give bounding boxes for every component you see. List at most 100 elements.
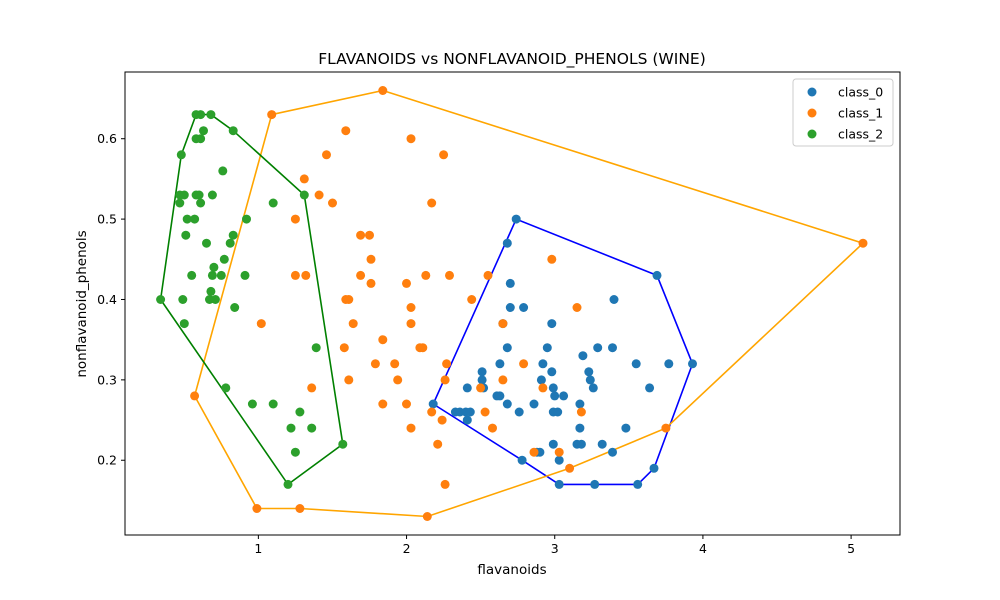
- class_1-point: [519, 359, 529, 369]
- class_0-point: [584, 367, 594, 377]
- class_1-point: [437, 415, 447, 425]
- class_2-point: [221, 383, 231, 393]
- class_0-point: [645, 383, 655, 393]
- class_2-point: [181, 230, 191, 240]
- x-axis: 1 2 3 4 5: [254, 535, 855, 556]
- class_0-point: [588, 383, 598, 393]
- class_2-point: [307, 423, 317, 433]
- class_2-point: [190, 214, 200, 224]
- class_2-point: [299, 190, 309, 200]
- class_0-point: [633, 479, 643, 489]
- class_2-point: [240, 270, 250, 280]
- class_1-point: [356, 230, 366, 240]
- class_1-point: [858, 238, 868, 248]
- class_1-hull: [193, 89, 865, 518]
- class_1-point: [402, 278, 411, 288]
- class_1-point: [295, 504, 305, 513]
- class_0-point: [505, 303, 515, 312]
- class_0-point: [576, 439, 586, 449]
- class_0-point: [517, 455, 527, 465]
- class_1-point: [498, 375, 508, 385]
- class_2-point: [179, 190, 189, 200]
- class_1-point: [538, 383, 548, 393]
- class_2-point: [207, 270, 217, 280]
- class_1-point: [301, 270, 311, 280]
- class_0-point: [631, 359, 641, 369]
- class_1-point: [439, 150, 449, 160]
- class_1-point: [290, 270, 300, 280]
- class_2-point: [178, 295, 188, 304]
- class_0-point: [559, 391, 569, 401]
- x-axis-label: flavanoids: [477, 562, 546, 578]
- legend-label-class_0: class_0: [838, 85, 883, 100]
- class_1-point: [393, 375, 403, 385]
- class_0-point: [575, 399, 585, 409]
- class_1-point: [348, 319, 358, 329]
- class_1-point: [328, 198, 337, 208]
- class_0-point: [462, 415, 472, 425]
- legend-marker-class_1: [807, 108, 817, 118]
- class_1-point: [554, 447, 564, 457]
- class_0-point: [462, 383, 472, 393]
- class_2-point: [196, 110, 206, 120]
- class_2-point: [179, 319, 189, 329]
- class_1-point: [572, 303, 582, 312]
- class_1-point: [299, 174, 309, 184]
- class_0-point: [649, 463, 659, 473]
- class_0-point: [547, 319, 557, 329]
- class_2-point: [290, 447, 300, 457]
- class_2-point: [268, 399, 278, 409]
- class_1-point: [433, 439, 443, 449]
- class_2-point: [247, 399, 257, 409]
- class_2-point: [206, 110, 216, 120]
- y-tick-label: 0.4: [97, 292, 117, 307]
- class_2-point: [228, 126, 238, 136]
- class_1-point: [445, 270, 454, 280]
- class_2-point: [207, 190, 217, 200]
- class_1-point: [378, 399, 388, 409]
- class_1-point: [341, 126, 351, 136]
- class_0-point: [548, 383, 558, 393]
- class_0-point: [608, 343, 617, 353]
- class_0-point: [428, 399, 438, 409]
- class_1-point: [406, 319, 416, 329]
- class_0-point: [519, 303, 529, 312]
- class_0-point: [548, 439, 558, 449]
- class_2-point: [187, 270, 197, 280]
- class_0-point: [514, 407, 524, 417]
- class_2-point: [219, 254, 229, 264]
- points-layer: [156, 86, 868, 521]
- y-axis-label: nonflavanoid_phenols: [74, 230, 90, 377]
- legend-label-class_1: class_1: [838, 106, 883, 121]
- class_1-point: [378, 86, 388, 95]
- class_2-point: [242, 214, 251, 224]
- class_0-point: [477, 375, 487, 385]
- class_2-point: [202, 238, 211, 248]
- y-tick-label: 0.3: [97, 372, 117, 387]
- class_1-point: [427, 407, 437, 417]
- class_2-point: [268, 198, 278, 208]
- x-tick-label: 3: [551, 541, 559, 556]
- class_0-point: [554, 455, 564, 465]
- class_2-point: [210, 295, 220, 304]
- class_1-point: [440, 479, 450, 489]
- y-tick-label: 0.6: [97, 131, 117, 146]
- class_0-point: [590, 479, 600, 489]
- legend-marker-class_0: [807, 87, 817, 97]
- class_1-point: [547, 254, 557, 264]
- class_2-point: [209, 262, 219, 272]
- class_2-point: [286, 423, 296, 433]
- class_0-point: [575, 423, 585, 433]
- class_0-point: [578, 351, 588, 361]
- class_1-point: [344, 375, 354, 385]
- class_2-point: [225, 238, 235, 248]
- class_0-point: [495, 391, 505, 401]
- class_1-point: [366, 254, 376, 264]
- class_1-point: [252, 504, 262, 513]
- class_1-point: [344, 295, 354, 304]
- class_2-point: [194, 190, 204, 200]
- class_2-point: [196, 134, 206, 144]
- class_1-point: [661, 423, 671, 433]
- class_0-point: [502, 238, 512, 248]
